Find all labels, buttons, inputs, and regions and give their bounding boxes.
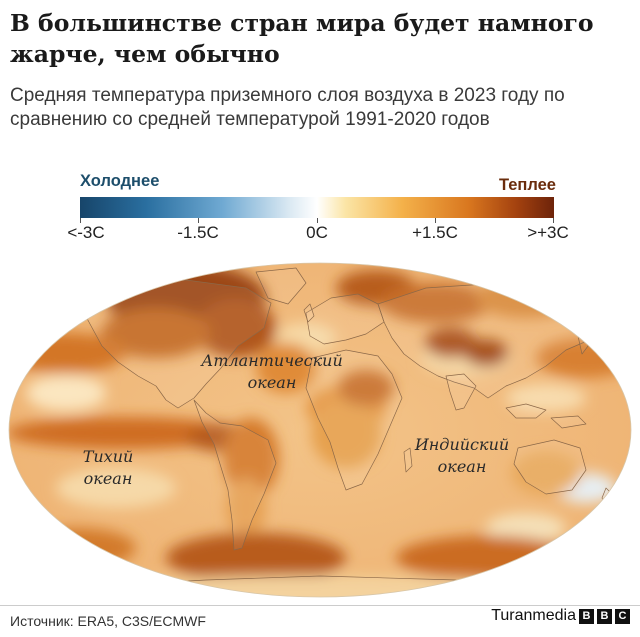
legend-tick-label-plus-half: +1.5C <box>412 223 458 242</box>
ocean-label-indian-line1: Индийский <box>414 435 509 454</box>
watermark: Turanmedia B B C <box>491 607 630 625</box>
legend-tick-label-min: <-3C <box>67 223 105 242</box>
ocean-label-pacific-line2: океан <box>84 469 133 488</box>
bbc-logo-letter: B <box>579 608 594 624</box>
footer-divider <box>0 605 640 606</box>
world-temperature-map: Атлантический океан Тихий океан Индийски… <box>8 262 632 598</box>
legend-warm-label: Теплее <box>498 176 556 194</box>
bbc-logo-letter: C <box>615 608 630 624</box>
legend-tick-mark <box>435 218 436 223</box>
ocean-label-indian-line2: океан <box>438 457 487 476</box>
chart-title: В большинстве стран мира будет намного ж… <box>10 9 594 68</box>
map-fill <box>9 263 631 597</box>
legend-tick-mark <box>80 218 81 223</box>
map-border <box>8 262 632 598</box>
legend-cold-label: Холоднее <box>80 172 160 190</box>
watermark-text: Turanmedia <box>491 607 576 624</box>
color-legend: Холоднее Теплее <-3C -1.5C 0C +1.5C >+3C <box>67 170 590 250</box>
legend-tick-mark <box>317 218 318 223</box>
ocean-label-atlantic-line1: Атлантический <box>200 351 343 370</box>
source-credit: Источник: ERA5, C3S/ECMWF <box>10 613 206 629</box>
legend-tick-label-minus-half: -1.5C <box>177 223 219 242</box>
ocean-label-pacific-line1: Тихий <box>83 447 134 466</box>
bbc-logo-letter: B <box>597 608 612 624</box>
legend-color-scale <box>80 197 554 218</box>
legend-tick-mark <box>553 218 554 223</box>
chart-subtitle: Средняя температура приземного слоя возд… <box>10 85 565 130</box>
ocean-label-atlantic-line2: океан <box>248 373 297 392</box>
legend-tick-label-zero: 0C <box>306 223 328 242</box>
legend-tick-label-max: >+3C <box>527 223 569 242</box>
legend-tick-mark <box>198 218 199 223</box>
